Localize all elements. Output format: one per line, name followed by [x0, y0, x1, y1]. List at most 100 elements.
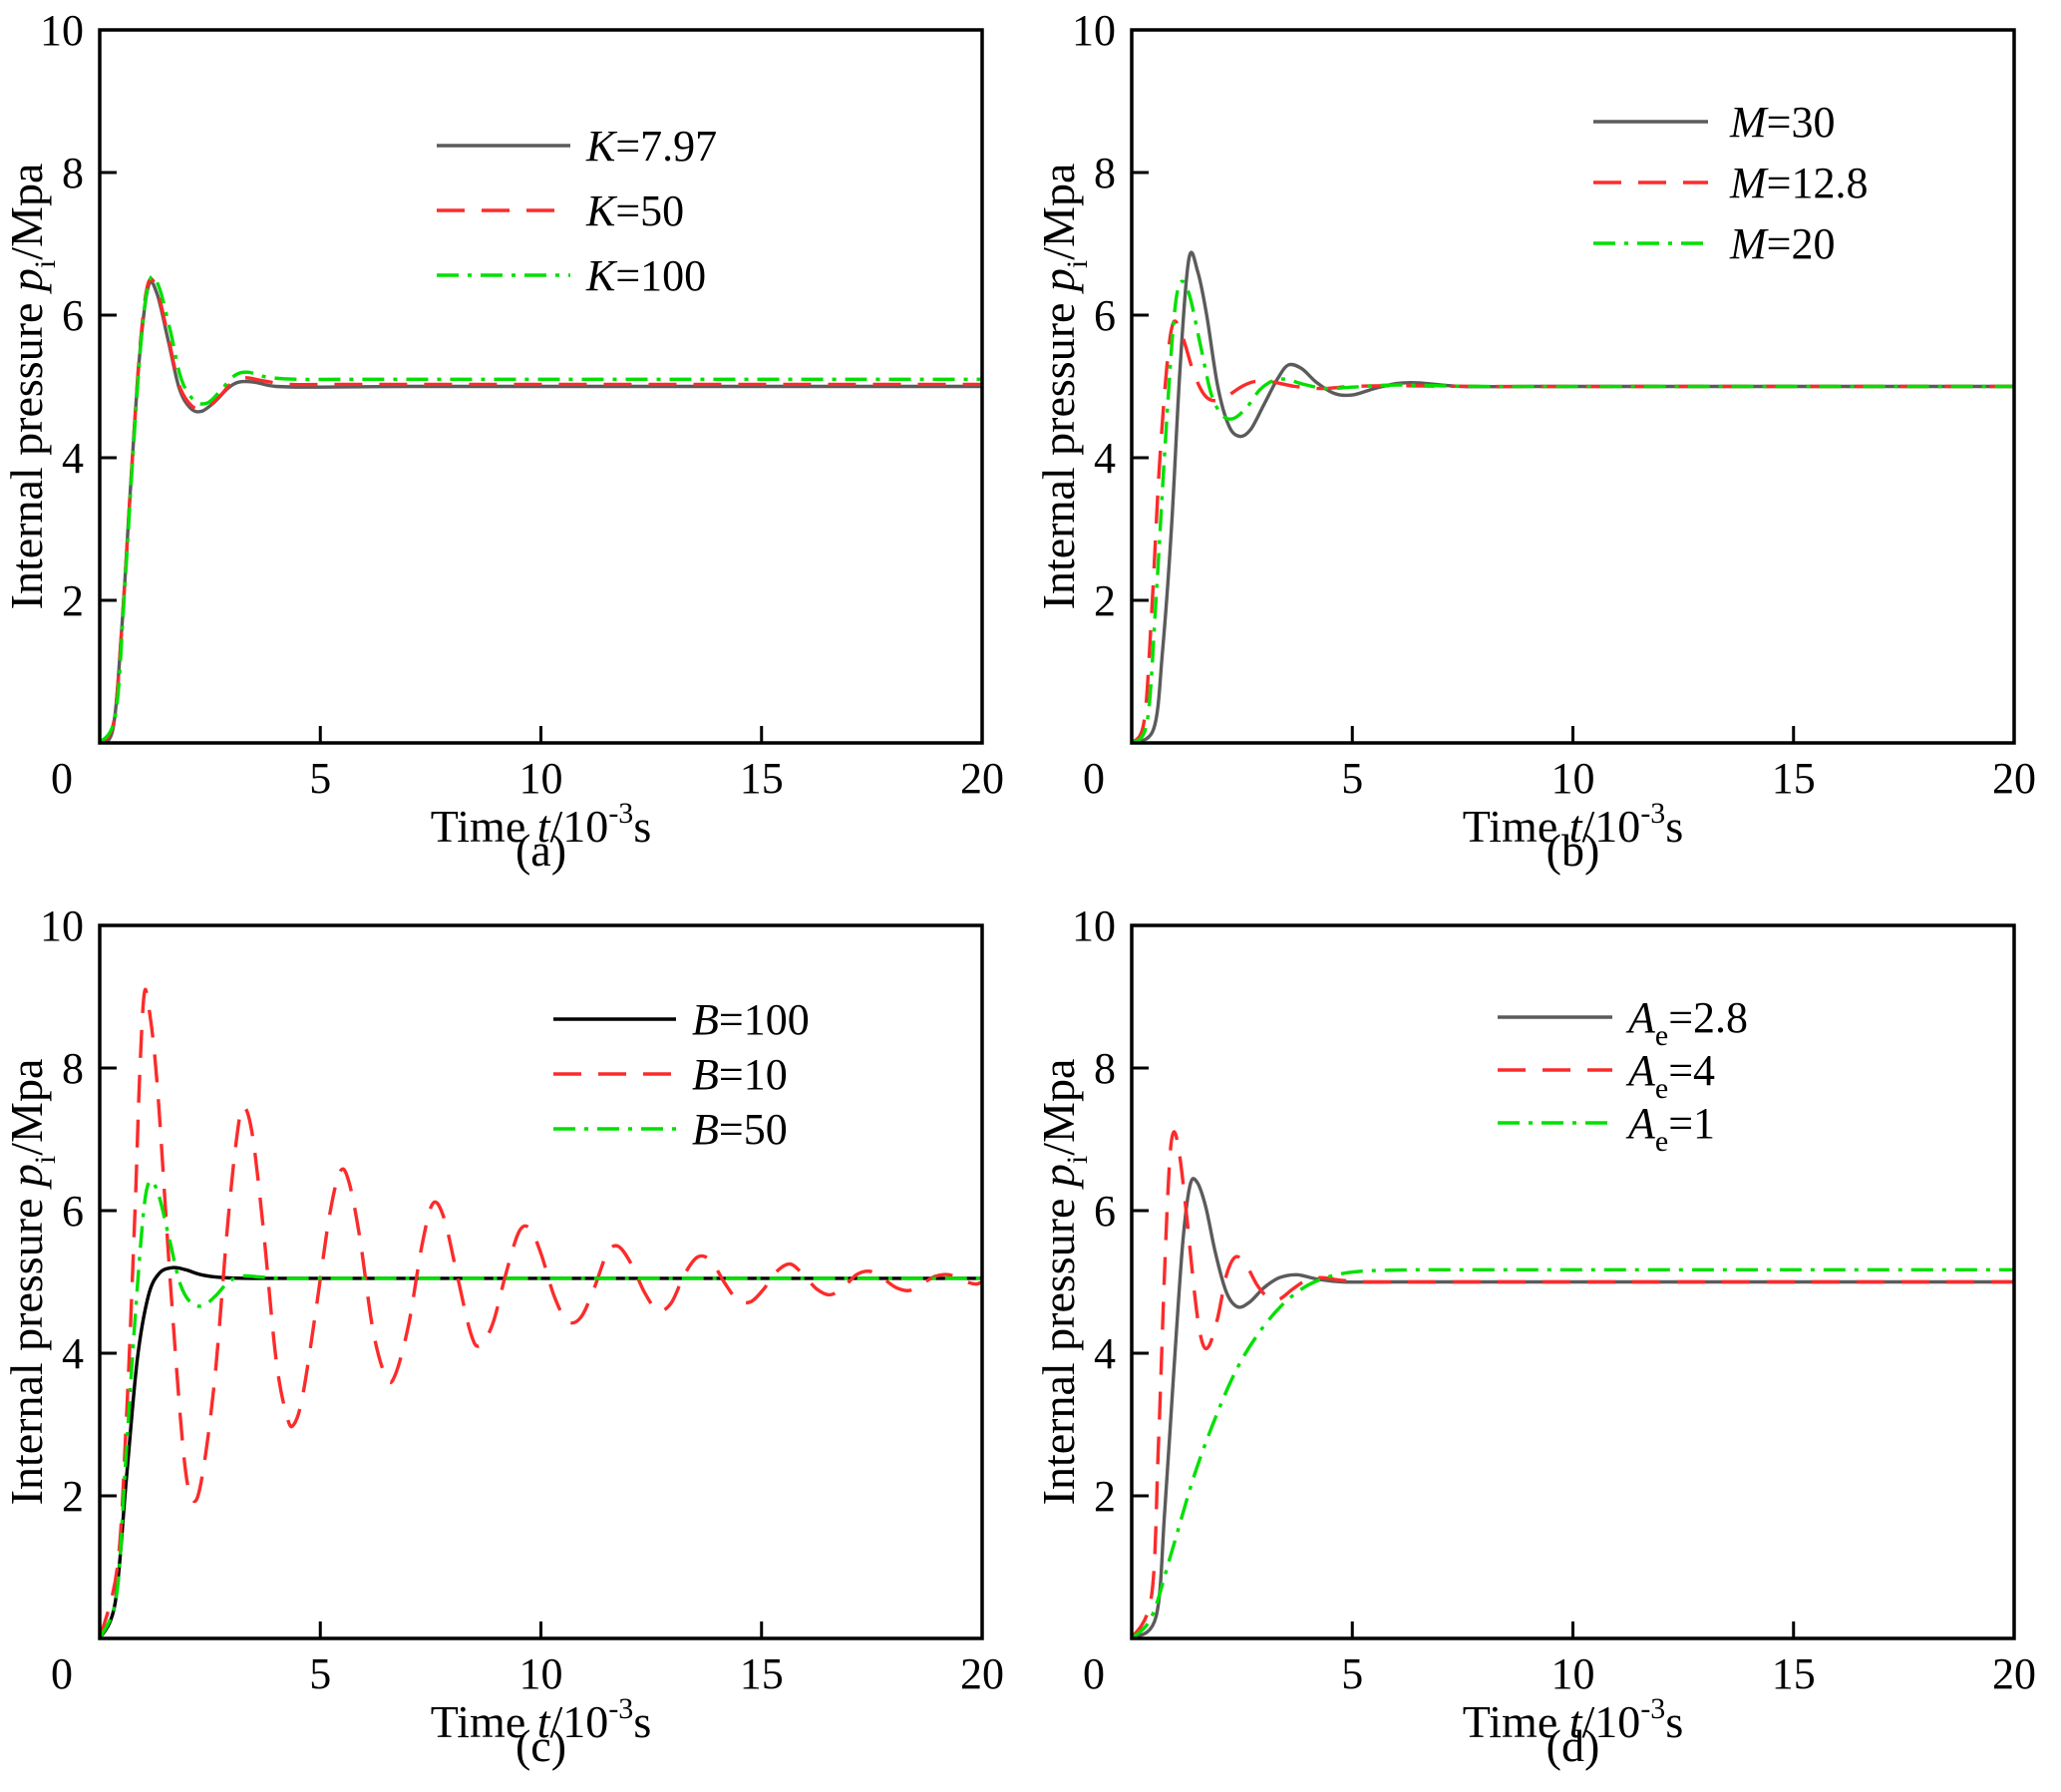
legend-label-K=50: K=50 [585, 186, 684, 235]
series-B=100 [100, 1265, 982, 1638]
x-tick-label: 15 [1772, 1649, 1816, 1698]
legend: M=30 M=12.8 M=20 [1593, 98, 1868, 268]
x-tick-label: 15 [1772, 754, 1816, 803]
legend: B=100 B=10 B=50 [553, 995, 810, 1154]
y-tick-label: 6 [1094, 291, 1116, 340]
x-tick-label: 20 [1992, 1649, 2036, 1698]
series-group [1132, 250, 2014, 743]
panel-a-caption: (a) [515, 825, 567, 876]
x-tick-label: 15 [740, 754, 784, 803]
series-group [1132, 1130, 2014, 1638]
legend-label-B=50: B=50 [692, 1105, 788, 1154]
series-group [100, 987, 982, 1638]
x-tick-label: 5 [309, 754, 331, 803]
series-K=7.97 [100, 279, 982, 743]
tick-labels: 0 5 10 15 20 2 4 6 8 10 [40, 901, 1004, 1698]
legend-label-Ae=2.8: Ae=2.8 [1625, 993, 1748, 1052]
x-axis-label: Time t/10-3s [1463, 1692, 1683, 1747]
panel-d-caption: (d) [1546, 1720, 1600, 1771]
x-tick-label: 10 [1551, 1649, 1595, 1698]
panel-c: 0 5 10 15 20 2 4 6 8 10 Time t/10-3s Internal press… [0, 896, 1032, 1792]
legend-label-Ae=1: Ae=1 [1625, 1099, 1715, 1158]
legend: Ae=2.8Ae=4Ae=1 [1498, 993, 1748, 1158]
x-tick-label: 5 [309, 1649, 331, 1698]
x-tick-label: 5 [1341, 1649, 1363, 1698]
series-Ae=4 [1132, 1130, 2014, 1638]
axis-ticks [1132, 171, 1796, 743]
x-tick-label: 0 [1083, 1649, 1105, 1698]
y-tick-label: 8 [1094, 1044, 1116, 1093]
series-Ae=1 [1132, 1267, 2014, 1638]
y-axis-label: Internal pressure pi/Mpa [1, 1059, 62, 1506]
series-K=50 [100, 277, 982, 743]
legend-label-Ae=4: Ae=4 [1625, 1046, 1715, 1105]
series-M=30 [1132, 250, 2014, 743]
legend-label-B=10: B=10 [692, 1050, 788, 1099]
y-tick-label: 10 [40, 6, 84, 55]
series-Ae=2.8 [1132, 1177, 2014, 1638]
series-B=50 [100, 1179, 982, 1638]
y-tick-label: 2 [62, 576, 84, 625]
y-tick-label: 6 [62, 1187, 84, 1236]
panel-c-caption: (c) [515, 1720, 567, 1771]
axis-ticks [100, 1066, 764, 1638]
y-tick-label: 10 [1072, 901, 1116, 950]
x-tick-label: 10 [1551, 754, 1595, 803]
x-tick-label: 20 [960, 754, 1004, 803]
y-tick-label: 2 [62, 1472, 84, 1521]
y-axis-label: Internal pressure pi/Mpa [1033, 1059, 1094, 1506]
x-tick-label: 20 [960, 1649, 1004, 1698]
tick-labels: 0 5 10 15 20 2 4 6 8 10 [1072, 901, 2036, 1698]
series-group [100, 274, 982, 743]
legend-label-M=20: M=20 [1729, 219, 1835, 268]
legend-label-M=12.8: M=12.8 [1729, 159, 1868, 207]
x-axis-label: Time t/10-3s [431, 1692, 651, 1747]
legend-label-K=7.97: K=7.97 [585, 122, 717, 171]
y-tick-label: 4 [62, 1329, 84, 1378]
x-tick-label: 15 [740, 1649, 784, 1698]
axis-ticks [100, 171, 764, 743]
y-tick-label: 8 [62, 1044, 84, 1093]
x-tick-label: 0 [1083, 754, 1105, 803]
y-tick-label: 10 [1072, 6, 1116, 55]
panel-b: 0 5 10 15 20 2 4 6 8 10 Time t/10-3s Internal press… [1032, 0, 2061, 896]
series-K=100 [100, 274, 982, 743]
legend-label-B=100: B=100 [692, 995, 810, 1044]
panel-a: 0 5 10 15 20 2 4 6 8 10 Time t/10-3s Internal press… [0, 0, 1032, 896]
y-tick-label: 10 [40, 901, 84, 950]
x-tick-label: 0 [51, 754, 73, 803]
y-tick-label: 8 [62, 149, 84, 197]
y-tick-label: 4 [1094, 1329, 1116, 1378]
legend-label-M=30: M=30 [1729, 98, 1835, 147]
panel-b-caption: (b) [1546, 825, 1600, 876]
series-M=20 [1132, 279, 2014, 743]
y-tick-label: 4 [62, 434, 84, 483]
x-axis-label: Time t/10-3s [431, 797, 651, 852]
y-axis-label: Internal pressure pi/Mpa [1, 164, 62, 610]
x-tick-label: 5 [1341, 754, 1363, 803]
y-tick-label: 8 [1094, 149, 1116, 197]
tick-labels: 0 5 10 15 20 2 4 6 8 10 [40, 6, 1004, 803]
series-B=10 [100, 987, 982, 1638]
y-tick-label: 6 [62, 291, 84, 340]
y-tick-label: 4 [1094, 434, 1116, 483]
axis-ticks [1132, 1066, 1796, 1638]
x-tick-label: 10 [519, 754, 563, 803]
y-axis-label: Internal pressure pi/Mpa [1033, 164, 1094, 610]
x-tick-label: 20 [1992, 754, 2036, 803]
x-tick-label: 10 [519, 1649, 563, 1698]
y-tick-label: 2 [1094, 576, 1116, 625]
x-tick-label: 0 [51, 1649, 73, 1698]
panel-d: 0 5 10 15 20 2 4 6 8 10 Time t/10-3s Internal press… [1032, 896, 2061, 1792]
tick-labels: 0 5 10 15 20 2 4 6 8 10 [1072, 6, 2036, 803]
x-axis-label: Time t/10-3s [1463, 797, 1683, 852]
y-tick-label: 6 [1094, 1187, 1116, 1236]
y-tick-label: 2 [1094, 1472, 1116, 1521]
legend-label-K=100: K=100 [585, 251, 706, 300]
legend: K=7.97 K=50 K=100 [437, 122, 717, 300]
